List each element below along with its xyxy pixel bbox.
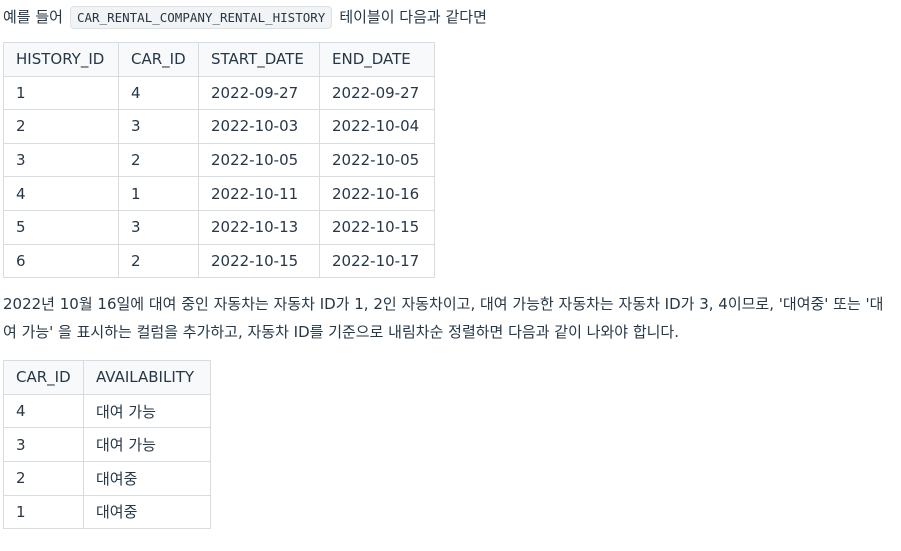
cell-history-id: 5 <box>3 209 119 245</box>
cell-end-date: 2022-10-15 <box>319 209 435 245</box>
header-car-id: CAR_ID <box>118 42 199 77</box>
header-history-id: HISTORY_ID <box>3 42 119 77</box>
cell-start-date: 2022-10-11 <box>198 176 320 211</box>
intro-before-text: 예를 들어 <box>3 8 63 26</box>
header-availability: AVAILABILITY <box>83 360 211 395</box>
cell-end-date: 2022-10-17 <box>319 243 435 279</box>
intro-after-text: 테이블이 다음과 같다면 <box>339 8 487 26</box>
cell-history-id: 2 <box>3 109 119 144</box>
result-table: CAR_ID AVAILABILITY 4 대여 가능 3 대여 가능 2 대여… <box>3 360 211 530</box>
cell-car-id: 2 <box>3 460 84 496</box>
explanation-paragraph: 2022년 10월 16일에 대여 중인 자동차는 자동차 ID가 1, 2인 … <box>3 295 884 342</box>
cell-availability: 대여 가능 <box>83 427 211 462</box>
problem-content: 예를 들어 CAR_RENTAL_COMPANY_RENTAL_HISTORY … <box>3 0 898 530</box>
table-name-code: CAR_RENTAL_COMPANY_RENTAL_HISTORY <box>69 5 333 29</box>
cell-car-id: 1 <box>3 494 84 530</box>
cell-history-id: 3 <box>3 142 119 178</box>
table-row: 5 3 2022-10-13 2022-10-15 <box>3 209 435 245</box>
cell-end-date: 2022-10-16 <box>319 176 435 211</box>
table-row: 3 2 2022-10-05 2022-10-05 <box>3 142 435 178</box>
cell-start-date: 2022-10-05 <box>198 142 320 178</box>
cell-car-id: 3 <box>118 209 199 245</box>
header-start-date: START_DATE <box>198 42 320 77</box>
table-header-row: HISTORY_ID CAR_ID START_DATE END_DATE <box>3 42 435 77</box>
cell-end-date: 2022-10-04 <box>319 109 435 144</box>
header-end-date: END_DATE <box>319 42 435 77</box>
cell-car-id: 3 <box>3 427 84 462</box>
intro-line: 예를 들어 CAR_RENTAL_COMPANY_RENTAL_HISTORY … <box>3 0 898 30</box>
cell-car-id: 2 <box>118 243 199 279</box>
cell-availability: 대여중 <box>83 494 211 530</box>
table-row: 2 대여중 <box>3 460 211 496</box>
cell-end-date: 2022-09-27 <box>319 75 435 111</box>
cell-start-date: 2022-09-27 <box>198 75 320 111</box>
cell-car-id: 4 <box>3 393 84 429</box>
cell-start-date: 2022-10-15 <box>198 243 320 279</box>
cell-history-id: 6 <box>3 243 119 279</box>
table-row: 1 4 2022-09-27 2022-09-27 <box>3 75 435 111</box>
table-row: 3 대여 가능 <box>3 427 211 462</box>
cell-history-id: 1 <box>3 75 119 111</box>
table-row: 1 대여중 <box>3 494 211 530</box>
cell-car-id: 3 <box>118 109 199 144</box>
cell-history-id: 4 <box>3 176 119 211</box>
cell-start-date: 2022-10-13 <box>198 209 320 245</box>
table-row: 4 1 2022-10-11 2022-10-16 <box>3 176 435 211</box>
cell-car-id: 1 <box>118 176 199 211</box>
table-header-row: CAR_ID AVAILABILITY <box>3 360 211 395</box>
table-row: 6 2 2022-10-15 2022-10-17 <box>3 243 435 279</box>
cell-availability: 대여중 <box>83 460 211 496</box>
cell-availability: 대여 가능 <box>83 393 211 429</box>
cell-car-id: 2 <box>118 142 199 178</box>
cell-car-id: 4 <box>118 75 199 111</box>
cell-start-date: 2022-10-03 <box>198 109 320 144</box>
rental-history-table: HISTORY_ID CAR_ID START_DATE END_DATE 1 … <box>3 42 435 279</box>
table-row: 2 3 2022-10-03 2022-10-04 <box>3 109 435 144</box>
table-row: 4 대여 가능 <box>3 393 211 429</box>
header-car-id: CAR_ID <box>3 360 84 395</box>
cell-end-date: 2022-10-05 <box>319 142 435 178</box>
